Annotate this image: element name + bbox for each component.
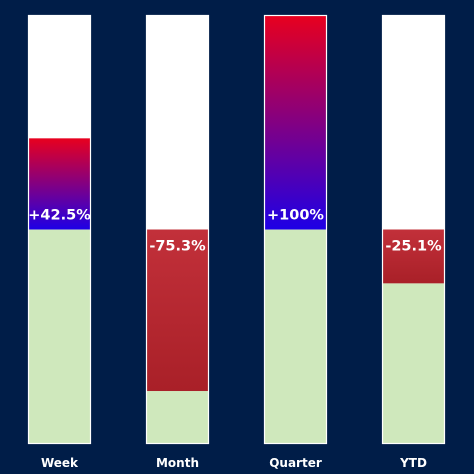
bar-outline-ytd: [381, 14, 446, 445]
bar-base-ytd: [382, 283, 445, 444]
bar-outline-week: [27, 14, 92, 445]
bar-gain-quarter: [264, 15, 327, 230]
category-label-month: Month: [156, 456, 199, 470]
value-label-week: +42.5%: [28, 208, 91, 224]
bar-outline-quarter: [263, 14, 328, 445]
bar-base-week: [28, 229, 91, 444]
bar-gain-week: [28, 138, 91, 230]
bar-outline-month: [145, 14, 210, 445]
bar-loss-ytd: [382, 229, 445, 284]
bars-group: +42.5% Week -75.3% Month +100% Quarter -25.1% Y…: [27, 14, 446, 470]
value-label-month: -75.3%: [149, 239, 206, 255]
value-label-ytd: -25.1%: [385, 239, 442, 255]
bar-base-month: [146, 391, 209, 444]
bar-base-quarter: [264, 229, 327, 444]
category-label-ytd: YTD: [399, 456, 427, 470]
category-label-week: Week: [41, 456, 79, 470]
bar-loss-month: [146, 229, 209, 392]
category-label-quarter: Quarter: [269, 456, 322, 470]
value-label-quarter: +100%: [267, 208, 324, 224]
